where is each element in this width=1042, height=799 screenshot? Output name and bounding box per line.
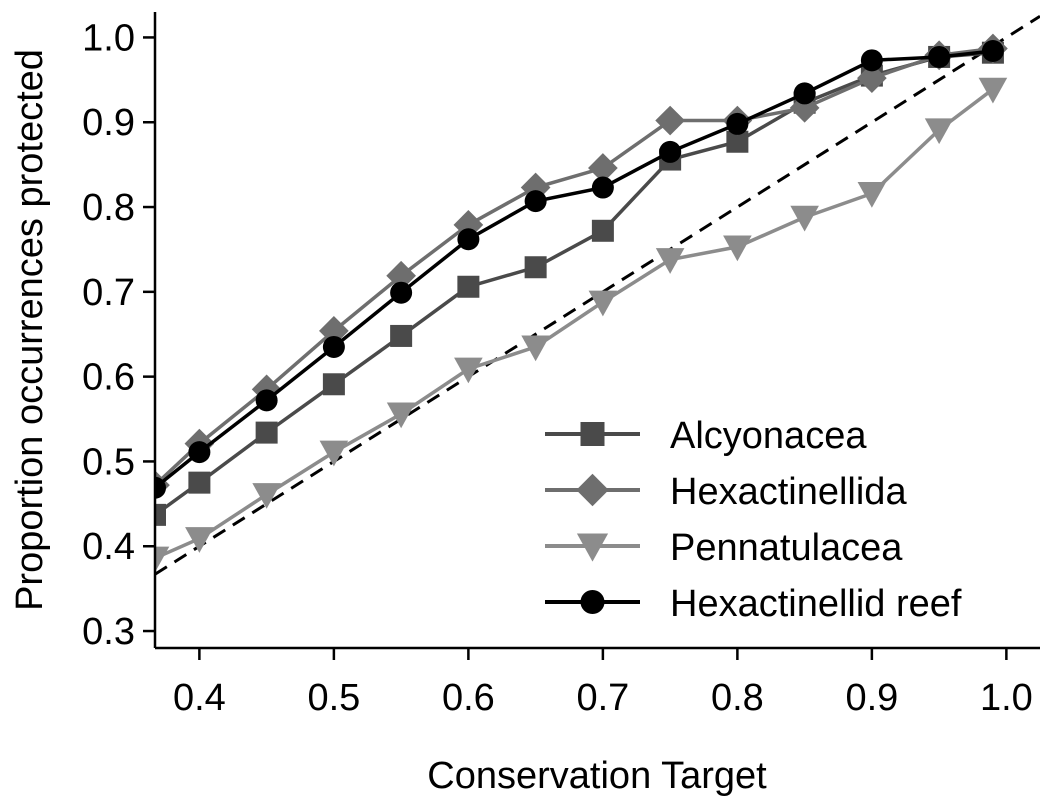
legend-label: Hexactinellida [670, 471, 907, 513]
data-point-hexactinellida [857, 63, 887, 93]
data-point-hexactinellida [588, 153, 618, 183]
data-point-hexactinellid-reef [860, 49, 883, 72]
data-point-hexactinellid-reef [928, 45, 951, 68]
series-hexactinellid-reef [155, 40, 1004, 499]
y-tick-label: 0.6 [82, 357, 135, 399]
data-point-alcyonacea [188, 471, 211, 494]
series-line-hexactinellid-reef [155, 49, 994, 490]
data-point-alcyonacea [390, 324, 413, 347]
data-point-pennatulacea [588, 290, 618, 317]
axes: 0.3 0.4 0.5 0.6 0.7 0.8 0.9 1.0 0.4 0.5 0.6 0.7 0.8 0… [82, 12, 1040, 719]
legend-label: Alcyonacea [670, 415, 867, 457]
x-tick-label: 0.6 [442, 677, 495, 719]
plot-area [155, 14, 1040, 576]
data-point-hexactinellid-reef [524, 190, 547, 213]
y-tick-label: 0.5 [82, 441, 135, 483]
data-point-hexactinellid-reef [457, 228, 480, 251]
data-point-pennatulacea [319, 440, 349, 467]
y-tick-label: 0.7 [82, 272, 135, 314]
data-point-pennatulacea [924, 118, 954, 145]
series-line-hexactinellida [155, 46, 994, 487]
y-tick-label: 0.4 [82, 526, 135, 568]
legend-item-alcyonacea: Alcyonacea [545, 415, 867, 457]
legend-label: Hexactinellid reef [670, 583, 962, 625]
legend-marker [580, 422, 605, 446]
reference-line [155, 14, 1040, 576]
data-point-hexactinellid-reef [793, 82, 816, 105]
data-point-hexactinellida [386, 260, 416, 291]
data-point-alcyonacea [457, 275, 480, 298]
data-point-hexactinellida [655, 105, 685, 136]
data-point-hexactinellida [251, 374, 282, 405]
data-point-hexactinellid-reef [981, 40, 1004, 63]
data-point-alcyonacea [726, 130, 749, 153]
y-tick-label: 0.3 [82, 611, 135, 653]
data-point-pennatulacea [155, 546, 170, 573]
legend-marker [580, 590, 605, 614]
x-tick-label: 1.0 [980, 677, 1033, 719]
data-point-hexactinellid-reef [390, 281, 413, 304]
data-point-hexactinellid-reef [188, 441, 211, 464]
x-axis-title: Conservation Target [427, 755, 767, 797]
data-point-pennatulacea [978, 77, 1008, 104]
data-point-hexactinellid-reef [591, 176, 614, 199]
data-point-hexactinellid-reef [255, 389, 278, 412]
legend-item-hexactinellid-reef: Hexactinellid reef [545, 583, 962, 625]
legend-marker [576, 533, 609, 562]
data-point-pennatulacea [790, 205, 819, 232]
legend-marker [576, 473, 609, 507]
data-point-alcyonacea [255, 421, 278, 444]
data-point-hexactinellid-reef [659, 140, 682, 163]
legend: Alcyonacea Hexactinellida Pennatulacea Hexa… [545, 415, 962, 625]
series-alcyonacea [155, 41, 1004, 526]
x-tick-label: 0.4 [173, 677, 226, 719]
legend-item-hexactinellida: Hexactinellida [545, 471, 907, 513]
data-point-hexactinellid-reef [322, 335, 345, 358]
legend-item-pennatulacea: Pennatulacea [545, 527, 903, 569]
data-point-alcyonacea [524, 256, 547, 279]
data-point-pennatulacea [252, 483, 281, 509]
data-point-pennatulacea [723, 235, 752, 262]
y-axis-title: Proportion occurrences protected [9, 49, 51, 611]
data-point-hexactinellid-reef [155, 476, 166, 499]
data-point-pennatulacea [521, 335, 550, 362]
y-tick-label: 1.0 [82, 17, 135, 59]
y-tick-label: 0.8 [82, 187, 135, 229]
series-line-alcyonacea [155, 50, 994, 517]
data-point-hexactinellid-reef [726, 112, 749, 135]
plot-content [155, 14, 1040, 576]
data-point-hexactinellida [319, 315, 349, 346]
series-pennatulacea [155, 77, 1008, 573]
y-tick-label: 0.9 [82, 102, 135, 144]
data-point-alcyonacea [155, 503, 166, 526]
x-tick-label: 0.5 [307, 677, 360, 719]
data-point-pennatulacea [857, 182, 887, 208]
data-point-pennatulacea [454, 357, 483, 384]
data-point-pennatulacea [185, 527, 214, 553]
x-tick-label: 0.8 [711, 677, 764, 719]
data-point-pennatulacea [655, 248, 685, 274]
legend-label: Pennatulacea [670, 527, 903, 569]
data-point-pennatulacea [386, 402, 416, 429]
x-tick-label: 0.7 [576, 677, 629, 719]
x-tick-label: 0.9 [845, 677, 898, 719]
data-point-alcyonacea [322, 373, 345, 396]
data-point-alcyonacea [591, 219, 614, 242]
